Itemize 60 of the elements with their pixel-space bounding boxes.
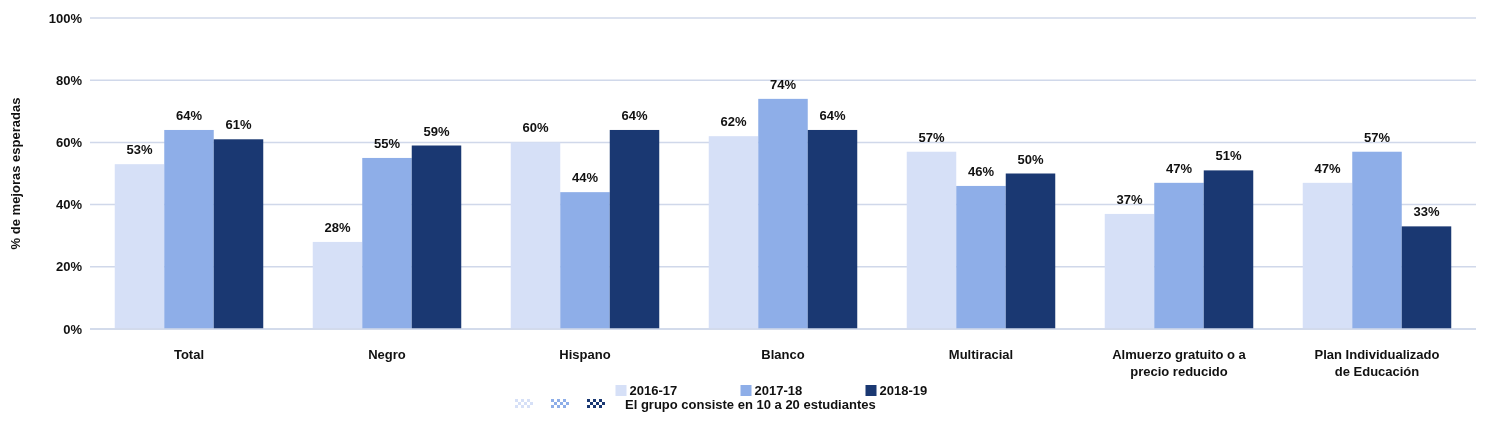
- x-tick-label: Multiracial: [948, 347, 1014, 362]
- x-tick-label: Total: [173, 347, 205, 362]
- legend-label: 2018-19: [879, 383, 928, 398]
- data-label: 59%: [423, 123, 450, 139]
- y-tick-label: 80%: [55, 72, 83, 88]
- data-label: 47%: [1314, 160, 1341, 176]
- bar: [758, 98, 808, 329]
- bar: [1203, 170, 1254, 329]
- bar: [510, 142, 561, 329]
- data-label: 47%: [1165, 160, 1193, 176]
- x-tick-label: Negro: [368, 347, 406, 362]
- data-label: 51%: [1215, 148, 1242, 164]
- data-label: 64%: [819, 107, 846, 123]
- data-label: 57%: [918, 129, 945, 145]
- bar: [1154, 182, 1204, 329]
- data-label: 64%: [621, 107, 648, 123]
- data-label: 74%: [769, 76, 797, 92]
- data-label: 37%: [1116, 191, 1143, 207]
- data-label: 33%: [1413, 204, 1440, 220]
- y-tick-label: 0%: [63, 321, 83, 337]
- bar: [609, 129, 660, 329]
- y-tick-label: 20%: [55, 259, 83, 275]
- bar: [708, 136, 759, 329]
- data-label: 44%: [571, 170, 599, 186]
- data-label: 46%: [967, 163, 995, 179]
- bar: [312, 241, 363, 329]
- bar: [1401, 226, 1452, 329]
- y-axis-title: % de mejoras esperadas: [8, 97, 23, 250]
- data-label: 61%: [225, 117, 252, 133]
- bar: [807, 129, 858, 329]
- x-tick-label: Plan Individualizado de Educación: [1314, 347, 1440, 379]
- bar: [906, 151, 957, 329]
- data-label: 62%: [720, 114, 747, 130]
- bar: [213, 139, 264, 329]
- data-label: 60%: [522, 120, 549, 136]
- bar: [114, 164, 165, 329]
- x-tick-label: Hispano: [559, 347, 611, 362]
- data-label: 55%: [373, 135, 401, 151]
- bar: [956, 185, 1006, 329]
- bar: [1302, 182, 1353, 329]
- data-label: 50%: [1017, 151, 1044, 167]
- bar: [411, 145, 462, 329]
- data-label: 28%: [324, 219, 351, 235]
- x-tick-label: Almuerzo gratuito o a precio reducido: [1112, 347, 1247, 379]
- bar: [362, 157, 412, 329]
- data-label: 53%: [126, 142, 153, 158]
- y-tick-label: 40%: [55, 197, 83, 213]
- bar: [1352, 151, 1402, 329]
- data-label: 57%: [1363, 129, 1391, 145]
- y-tick-label: 60%: [55, 134, 83, 150]
- text: El grupo consiste en 10 a 20 estudiantes: [625, 397, 876, 412]
- legend-label: 2017-18: [754, 383, 803, 398]
- legend-label: 2016-17: [629, 383, 678, 398]
- bar: [164, 129, 214, 329]
- bar: [560, 192, 610, 329]
- bar: [1104, 213, 1155, 329]
- x-tick-label: Blanco: [761, 347, 805, 362]
- data-label: 64%: [175, 107, 203, 123]
- bar: [1005, 173, 1056, 329]
- y-tick-label: 100%: [48, 10, 83, 26]
